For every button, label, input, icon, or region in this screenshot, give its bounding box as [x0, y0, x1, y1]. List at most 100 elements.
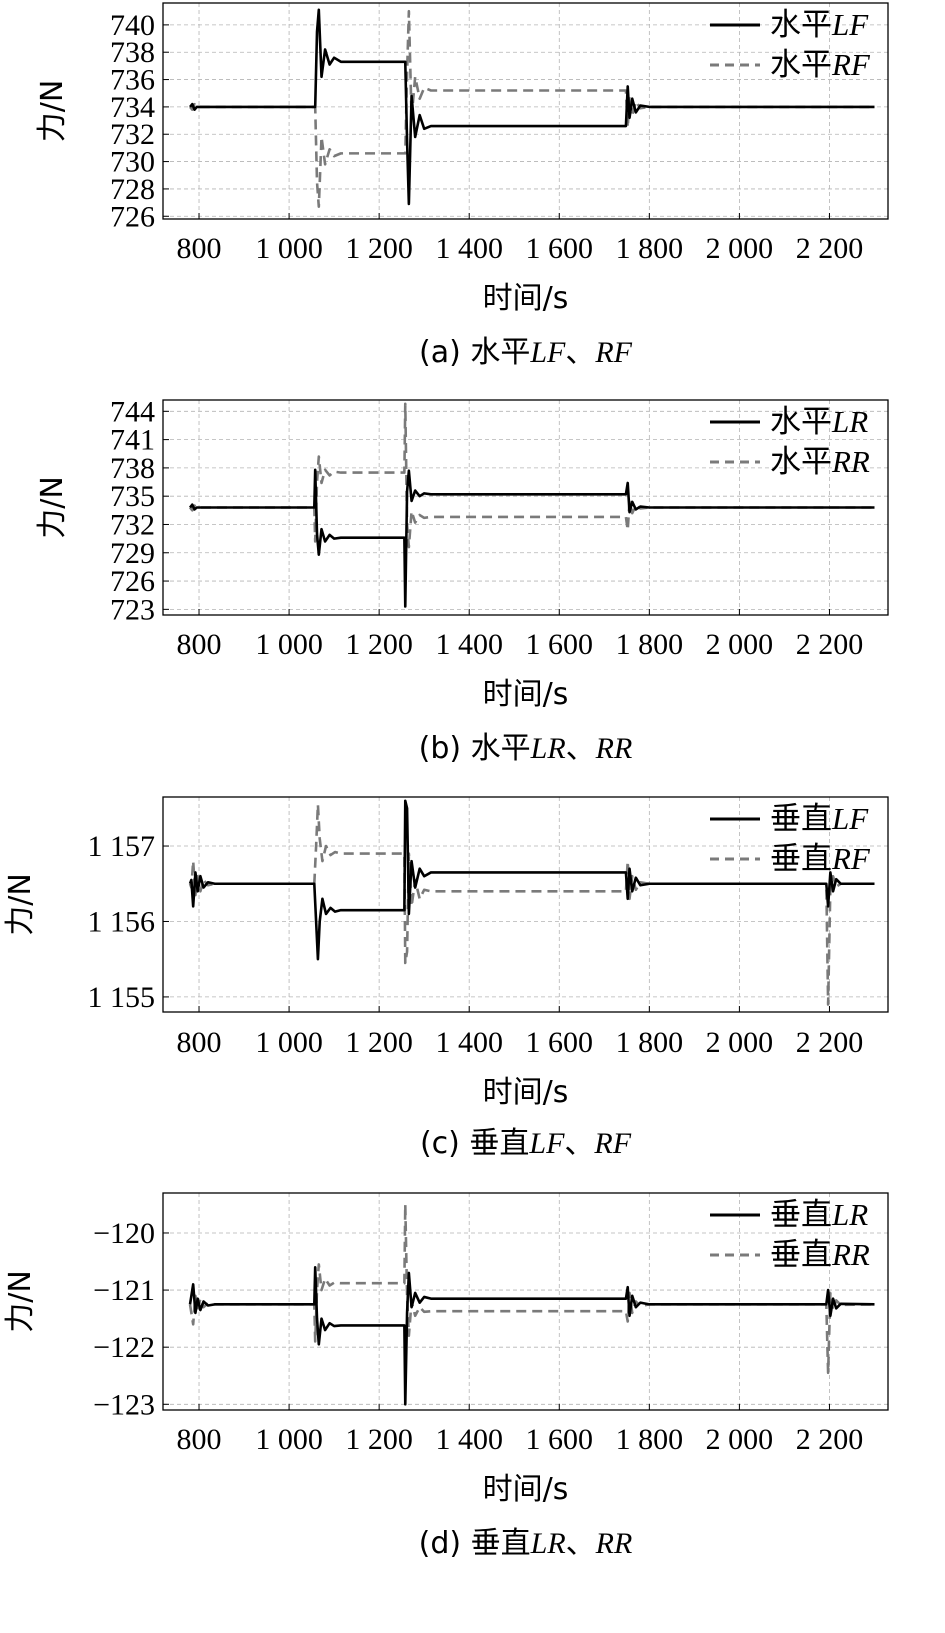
legend-entry: 垂直RF: [770, 841, 871, 877]
x-tick-label: 1 600: [526, 232, 594, 265]
subfigure-caption: (a) 水平LF、RF: [419, 335, 633, 370]
x-tick-label: 1 200: [345, 1026, 413, 1059]
x-tick-label: 2 000: [706, 1423, 774, 1456]
caption-part: RR: [595, 732, 633, 765]
caption-part: (a) 水平: [419, 335, 530, 370]
x-tick-label: 1 200: [345, 232, 413, 265]
y-tick-label: −121: [93, 1274, 155, 1307]
chart-panel-1: 800 1 000 1 200 1 400 1 600 1 800 2 000 2 200 72…: [35, 395, 889, 766]
legend-entry-italic: LR: [831, 1197, 868, 1232]
caption-part: 、: [566, 731, 596, 766]
y-axis-label: 力/N: [35, 476, 70, 539]
legend-entry: 水平RR: [770, 444, 870, 480]
x-tick-label: 800: [177, 1423, 222, 1456]
x-tick-label: 2 200: [796, 1423, 864, 1456]
x-tick-label: 2 200: [796, 1026, 864, 1059]
x-tick-label: 1 600: [526, 1423, 594, 1456]
legend-entry-main: 垂直: [770, 801, 832, 837]
x-tick-label: 1 000: [255, 1423, 323, 1456]
caption-part: RF: [594, 336, 632, 369]
x-tick-label: 2 000: [706, 628, 774, 661]
legend-entry: 水平RF: [770, 47, 871, 83]
y-tick-label: 729: [110, 537, 155, 570]
series-group: [189, 8, 875, 208]
legend-entry-main: 水平: [770, 7, 832, 43]
y-tick-label: 726: [110, 565, 155, 598]
legend-entry: 水平LF: [770, 7, 869, 43]
series-line-lr: [189, 468, 875, 608]
x-tick-label: 1 400: [435, 232, 503, 265]
x-tick-label: 1 600: [526, 628, 594, 661]
legend-entry-main: 垂直: [770, 1197, 832, 1233]
x-tick-label: 2 000: [706, 1026, 774, 1059]
x-tick-label: 2 200: [796, 232, 864, 265]
legend-entry-italic: RR: [831, 1237, 870, 1272]
legend-entry: 垂直LF: [770, 801, 869, 837]
y-tick-label: 730: [110, 146, 155, 179]
series-group: [188, 1203, 875, 1406]
legend-entry: 水平LR: [770, 404, 868, 440]
y-tick-label: 744: [110, 395, 155, 428]
x-tick-label: 1 400: [435, 1423, 503, 1456]
y-tick-label: 1 157: [88, 830, 156, 863]
y-tick-label: 732: [110, 508, 155, 541]
legend-entry-italic: RF: [831, 841, 871, 876]
legend-entry-italic: LR: [831, 404, 868, 439]
y-tick-label: 741: [110, 424, 155, 457]
legend-entry: 垂直RR: [770, 1237, 870, 1273]
y-tick-label: 728: [110, 173, 155, 206]
caption-part: LR: [530, 1527, 566, 1560]
legend-entry: 垂直LR: [770, 1197, 868, 1233]
chart-panel-3: 800 1 000 1 200 1 400 1 600 1 800 2 000 2 200 −1…: [3, 1192, 889, 1561]
y-axis-label: 力/N: [3, 1270, 38, 1333]
series-line-lf: [189, 8, 875, 206]
y-tick-label: 1 156: [88, 905, 156, 938]
y-tick-label: 735: [110, 480, 155, 513]
x-tick-label: 1 800: [616, 1423, 684, 1456]
caption-part: RF: [593, 1127, 631, 1160]
legend-entry-main: 垂直: [770, 841, 832, 877]
x-tick-label: 1 800: [616, 1026, 684, 1059]
series-line-rf: [189, 9, 875, 208]
x-axis-label: 时间/s: [483, 677, 569, 712]
chart-panel-2: 800 1 000 1 200 1 400 1 600 1 800 2 000 2 200 1 …: [3, 796, 889, 1161]
x-tick-label: 1 400: [435, 628, 503, 661]
caption-part: 、: [564, 1126, 594, 1161]
caption-part: LF: [528, 1127, 565, 1160]
legend-entry-main: 水平: [770, 444, 832, 480]
caption-part: (d) 垂直: [419, 1526, 531, 1561]
caption-part: 、: [566, 1526, 596, 1561]
caption-part: RR: [595, 1527, 633, 1560]
y-axis-label: 力/N: [35, 80, 70, 143]
x-tick-label: 2 200: [796, 628, 864, 661]
x-tick-label: 1 800: [616, 628, 684, 661]
x-axis-label: 时间/s: [483, 281, 569, 316]
plot-area-frame: [162, 2, 889, 220]
y-tick-label: −120: [93, 1217, 155, 1250]
chart-panel-0: 800 1 000 1 200 1 400 1 600 1 800 2 000 2 200 72…: [35, 2, 889, 370]
plot-area-frame: [162, 796, 889, 1013]
x-tick-label: 800: [177, 232, 222, 265]
y-tick-label: 726: [110, 200, 155, 233]
y-tick-label: 732: [110, 118, 155, 151]
legend-entry-italic: RR: [831, 444, 870, 479]
x-tick-label: 1 000: [255, 628, 323, 661]
x-tick-label: 1 000: [255, 1026, 323, 1059]
legend-entry-main: 水平: [770, 47, 832, 83]
series-group: [188, 799, 875, 1006]
legend-entry-italic: RF: [831, 47, 871, 82]
legend-entry-italic: LF: [831, 801, 869, 836]
caption-part: LR: [530, 732, 566, 765]
caption-part: (b) 水平: [419, 731, 531, 766]
x-tick-label: 1 200: [345, 628, 413, 661]
caption-part: LF: [529, 336, 566, 369]
caption-part: (c) 垂直: [420, 1126, 529, 1161]
plot-area-frame: [162, 399, 889, 616]
y-axis-label: 力/N: [3, 873, 38, 936]
x-tick-label: 1 000: [255, 232, 323, 265]
y-tick-label: −123: [93, 1388, 155, 1421]
series-group: [189, 402, 875, 608]
caption-part: 、: [565, 335, 595, 370]
